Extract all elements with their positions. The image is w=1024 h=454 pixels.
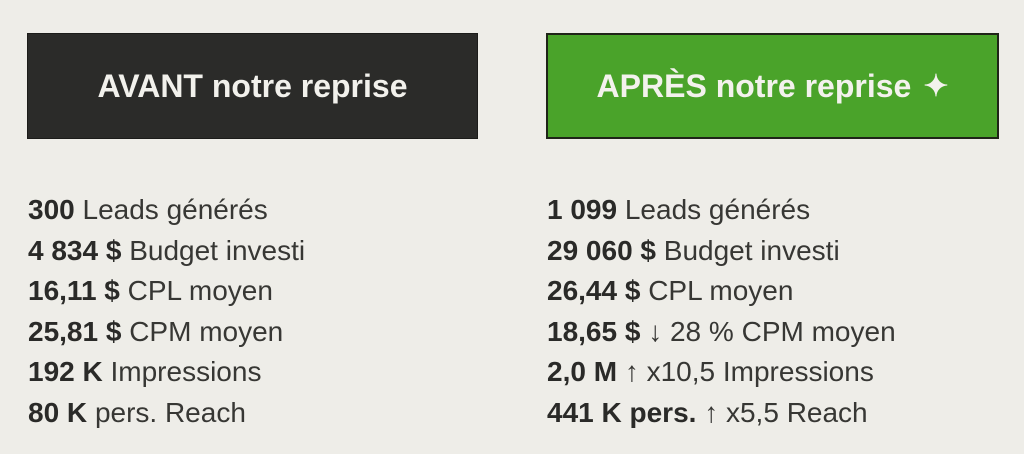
- stat-value: 29 060 $: [547, 234, 656, 266]
- stat-value: 4 834 $: [28, 234, 122, 266]
- sparkle-star-icon: ✦: [923, 69, 949, 103]
- stat-value: 18,65 $: [547, 315, 641, 347]
- after-header: APRÈS notre reprise ✦: [546, 33, 999, 139]
- stat-row-impressions: 192 K Impressions: [28, 352, 305, 393]
- stat-value: 80 K: [28, 396, 88, 428]
- stat-label: Budget investi: [663, 234, 840, 266]
- stat-label: CPM moyen: [129, 315, 284, 347]
- stat-value: 2,0 M: [547, 356, 618, 387]
- after-column: APRÈS notre reprise ✦ 1 099 Leads généré…: [546, 0, 999, 454]
- before-stats-list: 300 Leads générés 4 834 $ Budget investi…: [28, 190, 305, 433]
- stat-value: 25,81 $: [28, 315, 122, 347]
- stat-label: Reach: [786, 396, 868, 428]
- stat-value: 192 K: [28, 356, 103, 387]
- stat-value: 1 099: [547, 194, 618, 225]
- stat-value: 26,44 $: [547, 275, 641, 306]
- stat-label: Impressions: [110, 356, 262, 387]
- after-stats-list: 1 099 Leads générés 29 060 $ Budget inve…: [547, 190, 896, 433]
- after-header-label: APRÈS notre reprise: [596, 67, 912, 104]
- stat-label: CPL moyen: [127, 275, 273, 306]
- stat-row-impressions: 2,0 M ↑ x10,5 Impressions: [547, 352, 896, 393]
- stat-value: 441 K pers.: [547, 396, 697, 428]
- stat-value: 16,11 $: [28, 275, 120, 306]
- stat-value: 300: [28, 194, 75, 225]
- stat-change: ↑ x10,5: [624, 356, 716, 387]
- stat-change: ↓ 28 %: [648, 315, 734, 347]
- stat-label: CPM moyen: [741, 315, 896, 347]
- stat-label: Leads générés: [624, 194, 811, 225]
- before-column: AVANT notre reprise 300 Leads générés 4 …: [27, 0, 478, 454]
- stat-label: Leads générés: [82, 194, 268, 225]
- stat-row-budget: 4 834 $ Budget investi: [28, 231, 305, 272]
- stat-row-cpl: 16,11 $ CPL moyen: [28, 271, 305, 312]
- before-header: AVANT notre reprise: [27, 33, 478, 139]
- stat-label: Impressions: [722, 356, 874, 387]
- stat-row-cpm: 25,81 $ CPM moyen: [28, 312, 305, 353]
- stat-label: Budget investi: [129, 234, 306, 266]
- stat-row-cpm: 18,65 $ ↓ 28 % CPM moyen: [547, 312, 896, 353]
- stat-row-leads: 1 099 Leads générés: [547, 190, 896, 231]
- stat-label: pers. Reach: [94, 396, 246, 428]
- stat-row-reach: 80 K pers. Reach: [28, 393, 305, 434]
- stat-row-reach: 441 K pers. ↑ x5,5 Reach: [547, 393, 896, 434]
- stat-row-cpl: 26,44 $ CPL moyen: [547, 271, 896, 312]
- stat-change: ↑ x5,5: [704, 396, 779, 428]
- stat-row-leads: 300 Leads générés: [28, 190, 305, 231]
- stat-row-budget: 29 060 $ Budget investi: [547, 231, 896, 272]
- before-header-label: AVANT notre reprise: [97, 67, 408, 104]
- stat-label: CPL moyen: [648, 275, 794, 306]
